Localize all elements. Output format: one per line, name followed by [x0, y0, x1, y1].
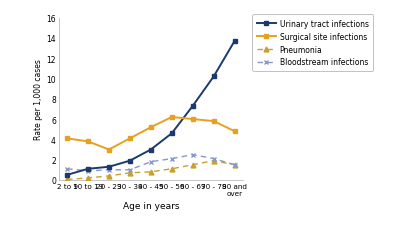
Bloodstream infections	[211, 158, 216, 160]
Surgical site infections	[211, 120, 216, 123]
Urinary tract infections	[190, 105, 195, 108]
Pneumonia	[169, 168, 174, 170]
Line: Bloodstream infections: Bloodstream infections	[65, 152, 237, 173]
Bloodstream infections	[106, 169, 111, 171]
Pneumonia	[190, 164, 195, 166]
Urinary tract infections	[127, 160, 132, 162]
Urinary tract infections	[65, 174, 70, 176]
Bloodstream infections	[85, 170, 91, 173]
Line: Surgical site infections: Surgical site infections	[65, 115, 237, 152]
Urinary tract infections	[211, 76, 216, 79]
Surgical site infections	[169, 116, 174, 119]
Surgical site infections	[148, 126, 153, 129]
Pneumonia	[106, 175, 111, 177]
Urinary tract infections	[85, 168, 91, 170]
Pneumonia	[232, 164, 237, 166]
Urinary tract infections	[148, 149, 153, 151]
Bloodstream infections	[190, 154, 195, 156]
Y-axis label: Rate per 1,000 cases: Rate per 1,000 cases	[34, 59, 44, 140]
Line: Urinary tract infections: Urinary tract infections	[65, 39, 237, 178]
Pneumonia	[148, 171, 153, 173]
Bloodstream infections	[232, 164, 237, 166]
Bloodstream infections	[169, 158, 174, 160]
Pneumonia	[65, 178, 70, 181]
Surgical site infections	[85, 140, 91, 143]
Urinary tract infections	[169, 132, 174, 135]
Line: Pneumonia: Pneumonia	[65, 158, 237, 182]
Surgical site infections	[127, 137, 132, 140]
Surgical site infections	[65, 137, 70, 140]
Surgical site infections	[106, 149, 111, 151]
Pneumonia	[127, 172, 132, 174]
Pneumonia	[211, 160, 216, 162]
Pneumonia	[85, 177, 91, 179]
Bloodstream infections	[127, 169, 132, 171]
Urinary tract infections	[232, 40, 237, 43]
Surgical site infections	[190, 118, 195, 121]
Bloodstream infections	[65, 168, 70, 170]
Surgical site infections	[232, 130, 237, 133]
Legend: Urinary tract infections, Surgical site infections, Pneumonia, Bloodstream infec: Urinary tract infections, Surgical site …	[252, 15, 373, 72]
Bloodstream infections	[148, 161, 153, 163]
X-axis label: Age in years: Age in years	[123, 201, 179, 210]
Urinary tract infections	[106, 166, 111, 168]
